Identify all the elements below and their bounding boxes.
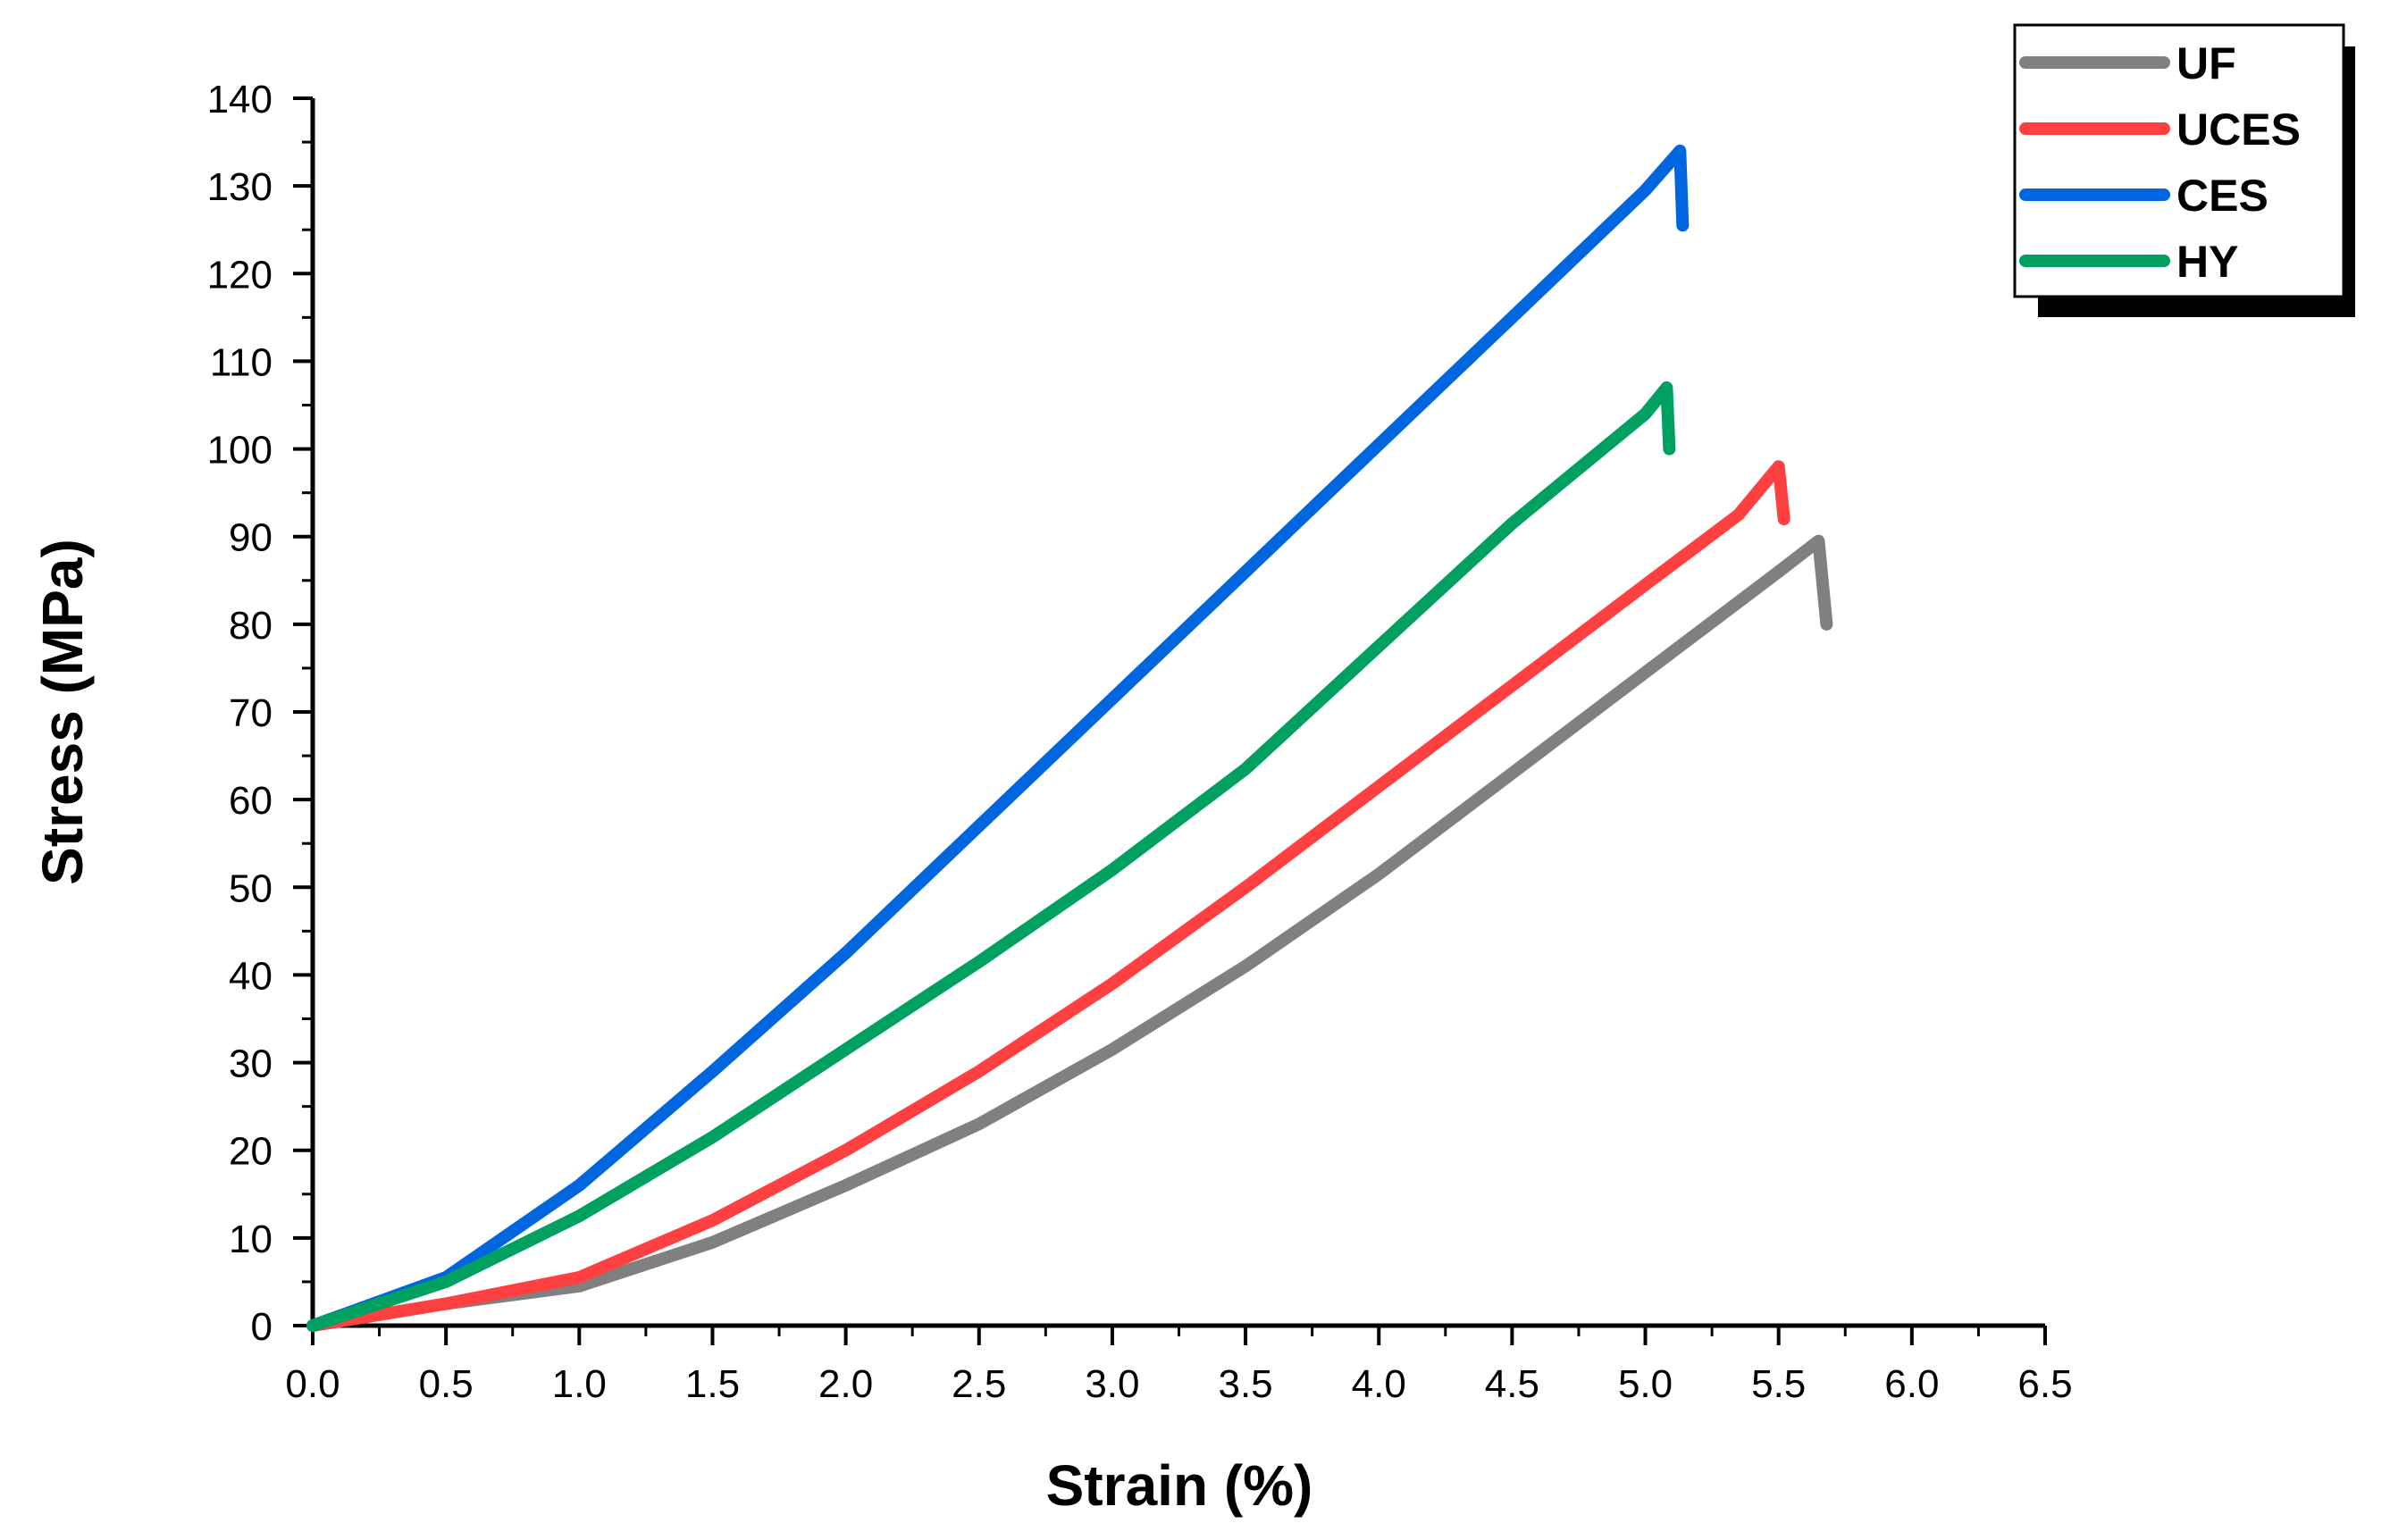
legend-label-uf: UF <box>2176 38 2236 88</box>
y-tick-label: 90 <box>229 516 273 560</box>
y-tick-label: 50 <box>229 866 273 910</box>
x-tick-label: 1.0 <box>552 1362 607 1406</box>
y-tick-label: 70 <box>229 691 273 735</box>
legend-label-uces: UCES <box>2176 105 2301 155</box>
x-tick-label: 1.5 <box>685 1362 740 1406</box>
y-tick-label: 30 <box>229 1042 273 1086</box>
y-tick-label: 40 <box>229 954 273 998</box>
y-tick-label: 80 <box>229 604 273 648</box>
x-tick-label: 0.5 <box>419 1362 474 1406</box>
x-tick-label: 6.5 <box>2017 1362 2072 1406</box>
legend-label-hy: HY <box>2176 237 2238 287</box>
x-axis-title: Strain (%) <box>1046 1453 1313 1518</box>
axes <box>310 98 2045 1328</box>
x-tick-label: 5.5 <box>1751 1362 1806 1406</box>
series-line-ces <box>306 144 1690 1332</box>
x-tick-label: 4.0 <box>1352 1362 1406 1406</box>
series-line-hy <box>306 381 1676 1332</box>
series <box>306 144 1833 1332</box>
y-tick-label: 10 <box>229 1218 273 1261</box>
y-tick-label: 140 <box>207 78 273 121</box>
y-tick-label: 100 <box>207 429 273 473</box>
y-tick-label: 120 <box>207 253 273 297</box>
legend-label-ces: CES <box>2176 171 2268 221</box>
legend-box <box>2013 23 2345 298</box>
x-tick-label: 4.5 <box>1485 1362 1539 1406</box>
legend: UF UCES CES HY <box>2013 23 2355 317</box>
series-line-uces <box>306 460 1790 1332</box>
series-line-uf <box>306 534 1833 1332</box>
x-tick-label: 2.0 <box>818 1362 873 1406</box>
x-tick-label: 0.0 <box>285 1362 340 1406</box>
y-tick-label: 60 <box>229 779 273 823</box>
y-tick-label: 110 <box>210 340 273 384</box>
x-tick-label: 3.5 <box>1218 1362 1272 1406</box>
y-axis-title: Stress (MPa) <box>30 539 95 885</box>
y-tick-label: 130 <box>207 165 273 209</box>
ticks: 0.0 0.5 1.0 1.5 2.0 2.5 3.0 3.5 4.0 4.5 5.0 5.5 6.0 6… <box>207 78 2073 1406</box>
x-tick-label: 3.0 <box>1085 1362 1139 1406</box>
y-tick-label: 20 <box>229 1130 273 1174</box>
x-tick-label: 5.0 <box>1618 1362 1673 1406</box>
x-tick-label: 6.0 <box>1884 1362 1939 1406</box>
x-tick-label: 2.5 <box>952 1362 1006 1406</box>
y-tick-label: 0 <box>251 1305 273 1349</box>
